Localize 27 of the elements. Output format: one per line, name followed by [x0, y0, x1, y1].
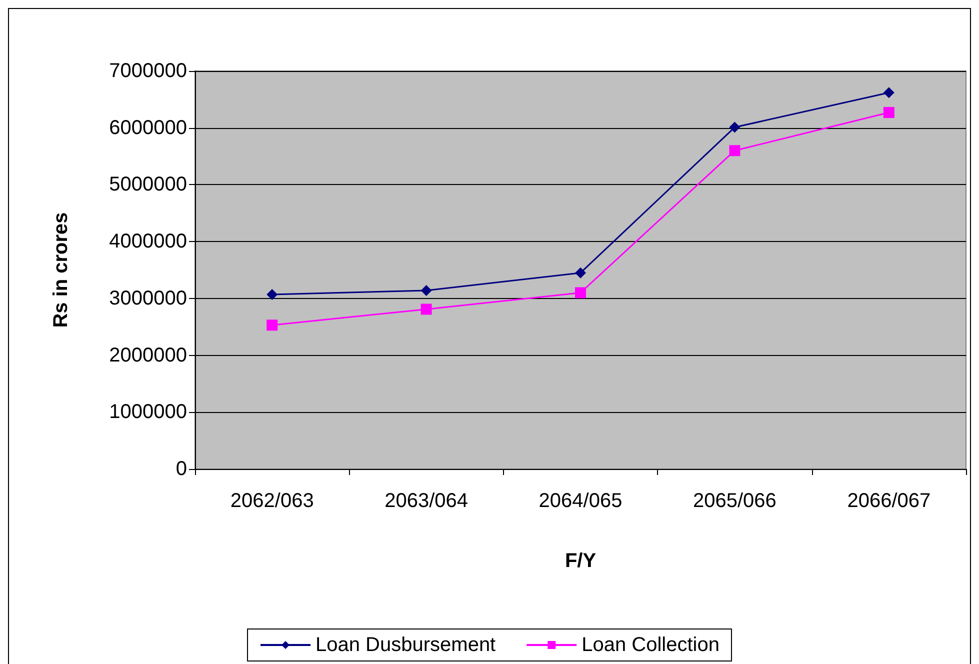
x-tick-label: 2064/065: [538, 490, 622, 512]
x-axis-title: F/Y: [564, 550, 597, 572]
x-tick-label: 2062/063: [230, 490, 314, 512]
point: [729, 122, 740, 133]
point: [575, 287, 586, 298]
y-tick-label: 3000000: [109, 287, 187, 310]
y-tick-label: 5000000: [109, 174, 187, 196]
point: [729, 145, 740, 156]
y-tick-label: 6000000: [109, 116, 187, 139]
y-axis-title: Rs in crores: [50, 212, 72, 328]
x-tick-label: 2063/064: [384, 490, 468, 512]
point: [420, 304, 432, 315]
legend-label: Loan Collection: [582, 634, 720, 656]
point: [420, 284, 432, 296]
point: [266, 320, 278, 331]
point: [883, 107, 894, 118]
y-tick-label: 2000000: [109, 344, 187, 366]
x-tick-label: 2066/067: [847, 490, 931, 512]
legend-label: Loan Dusbursement: [316, 634, 496, 656]
point: [883, 87, 894, 98]
x-tick-label: 2065/066: [692, 490, 776, 512]
y-tick-label: 4000000: [109, 230, 187, 253]
y-tick-label: 7000000: [109, 60, 187, 82]
y-tick-label: 0: [176, 458, 187, 480]
point: [575, 267, 586, 278]
y-tick-label: 1000000: [109, 401, 187, 424]
point: [266, 288, 278, 300]
